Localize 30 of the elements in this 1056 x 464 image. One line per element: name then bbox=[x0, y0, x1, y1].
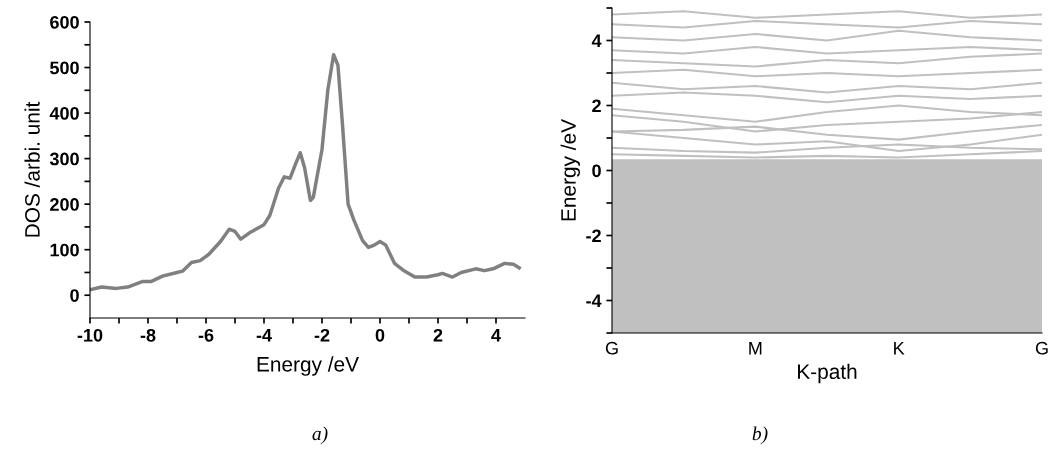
y-tick-label: 200 bbox=[50, 198, 79, 211]
y-tick-label: 4 bbox=[591, 34, 602, 48]
x-tick-label: K bbox=[894, 342, 905, 355]
y-tick-label: 500 bbox=[50, 61, 79, 75]
x-axis-title: Energy /eV bbox=[257, 356, 359, 376]
y-axis-title: DOS /arbi. unit bbox=[24, 101, 40, 237]
x-tick-label: -2 bbox=[314, 328, 330, 342]
text: b) bbox=[752, 426, 768, 445]
text: a) bbox=[312, 426, 328, 445]
x-tick-label: 4 bbox=[491, 329, 501, 342]
y-tick-label: -2 bbox=[586, 229, 601, 243]
y-tick-label: 400 bbox=[49, 107, 79, 120]
x-tick-label: -4 bbox=[256, 329, 272, 342]
y-tick-label: 0 bbox=[70, 289, 79, 302]
y-tick-label: 2 bbox=[592, 99, 601, 113]
x-tick-label: 2 bbox=[433, 328, 443, 342]
y-tick-label: 600 bbox=[50, 15, 79, 29]
x-tick-label: -10 bbox=[77, 328, 103, 342]
y-tick-label: 0 bbox=[592, 164, 601, 178]
x-tick-label: M bbox=[749, 342, 762, 355]
x-axis-title: K-path bbox=[798, 363, 857, 384]
x-tick-label: -8 bbox=[140, 328, 156, 342]
y-tick-label: 100 bbox=[50, 243, 79, 257]
x-tick-label: -6 bbox=[198, 328, 214, 342]
x-tick-label: G bbox=[1035, 341, 1048, 355]
y-axis-title: Energy /eV bbox=[560, 119, 580, 221]
y-tick-label: 300 bbox=[49, 152, 79, 166]
x-tick-label: G bbox=[605, 341, 618, 355]
x-tick-label: 0 bbox=[375, 328, 385, 342]
y-tick-label: -4 bbox=[586, 294, 602, 308]
